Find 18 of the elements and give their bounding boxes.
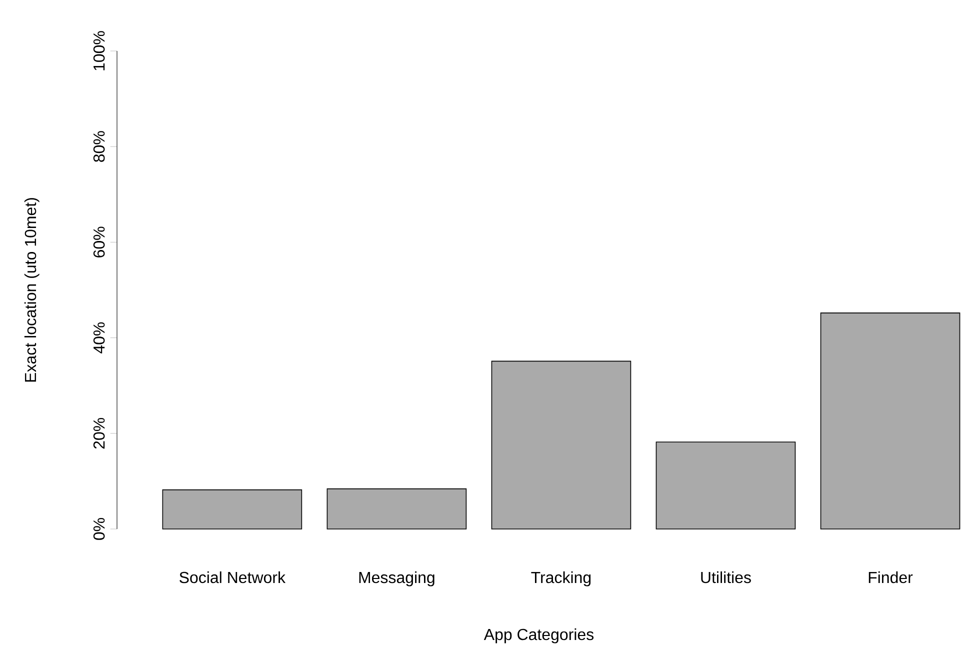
y-tick-label: 0% (93, 518, 105, 540)
y-tick-label: 80% (93, 131, 105, 162)
x-tick-label: Tracking (531, 571, 591, 586)
bar (326, 488, 467, 530)
x-tick-label: Social Network (180, 571, 286, 584)
y-tick-label: 60% (93, 226, 105, 258)
x-axis-title: App Categories (484, 628, 594, 644)
x-tick-label: Utilities (701, 571, 751, 584)
bar (656, 442, 796, 530)
bar (820, 312, 960, 530)
y-tick-label: 100% (93, 31, 105, 70)
y-axis-title: Exact location (uto 10met) (24, 198, 40, 382)
y-tick-label: 20% (93, 418, 105, 449)
bar (162, 489, 302, 530)
x-tick-label: Finder (868, 571, 913, 584)
x-tick-label: Messaging (359, 571, 434, 586)
y-tick-label: 40% (93, 322, 105, 354)
bar (491, 360, 632, 530)
